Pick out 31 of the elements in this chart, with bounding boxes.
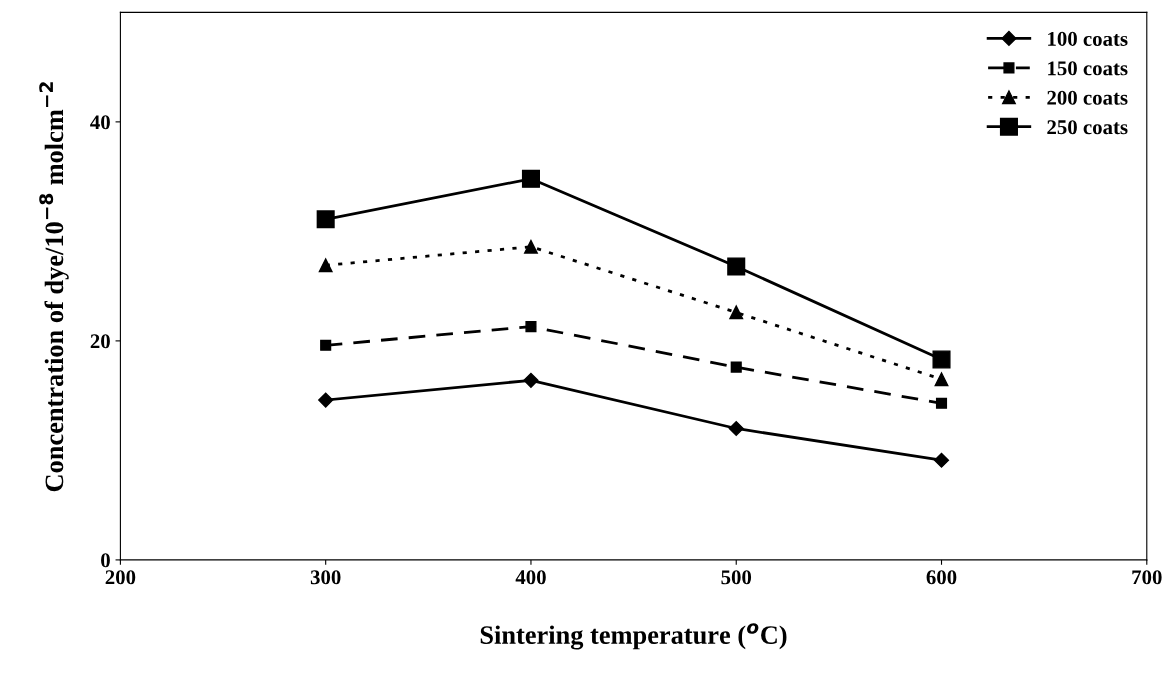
- point: [318, 392, 334, 408]
- point: [934, 372, 949, 387]
- point: [729, 305, 744, 320]
- point: [727, 257, 746, 276]
- legend-label: 200 coats: [1047, 90, 1128, 105]
- point: [935, 397, 948, 409]
- x-tick-label: 700: [1132, 570, 1162, 585]
- legend-label: 150 coats: [1048, 61, 1128, 76]
- point: [521, 169, 540, 188]
- point: [728, 420, 744, 437]
- x-tick-label: 200: [105, 570, 136, 585]
- y-tick-label: 40: [90, 115, 110, 130]
- legend-label: 100 coats: [1048, 31, 1128, 46]
- point: [524, 239, 538, 254]
- y-tick-label: 0: [101, 553, 110, 568]
- point: [730, 361, 742, 373]
- y-tick-label: 20: [90, 334, 110, 349]
- point: [523, 372, 539, 388]
- x-tick-label: 600: [926, 570, 957, 585]
- point: [318, 258, 333, 273]
- x-tick-label: 400: [515, 570, 546, 585]
- y-axis-title: Concentration of dye/10$^{−8}$ molcm$^{−2}$: [39, 82, 69, 492]
- point: [316, 210, 335, 229]
- x-axis-title: Sintering temperature ($^{o}$C): [480, 623, 787, 650]
- x-tick-label: 500: [721, 570, 752, 585]
- point: [525, 321, 537, 333]
- x-tick-label: 300: [310, 570, 341, 585]
- point: [932, 350, 951, 369]
- point: [320, 339, 332, 351]
- legend-label: 250 coats: [1047, 120, 1128, 135]
- point: [933, 452, 950, 468]
